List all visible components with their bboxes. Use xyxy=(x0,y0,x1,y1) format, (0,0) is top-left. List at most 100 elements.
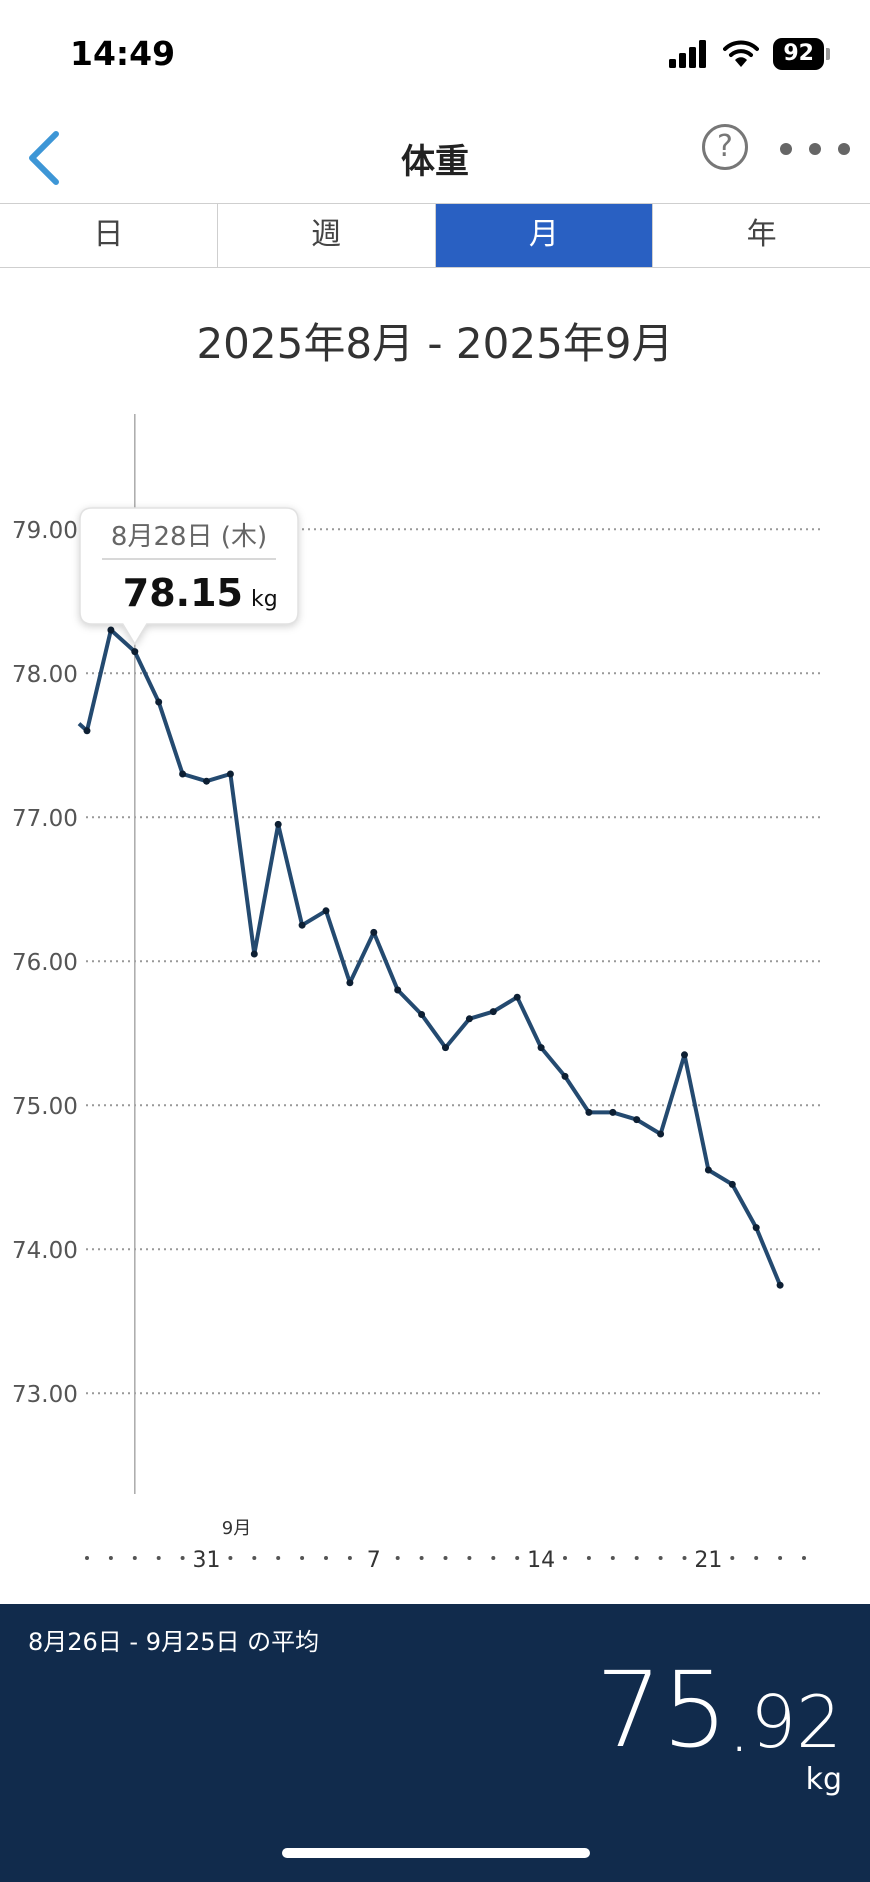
data-point xyxy=(179,770,187,778)
data-point xyxy=(346,979,354,987)
y-tick-label: 73.00 xyxy=(12,1382,78,1408)
average-value-dot: . xyxy=(728,1686,751,1768)
average-period-label: 8月26日 - 9月25日 の平均 xyxy=(28,1628,320,1656)
data-point xyxy=(226,770,234,778)
period-tabs: 日 週 月 年 xyxy=(0,204,870,268)
wifi-icon xyxy=(723,40,760,67)
data-point xyxy=(394,986,402,994)
x-tick-dot xyxy=(682,1556,687,1560)
date-range-title: 2025年8月 - 2025年9月 xyxy=(196,319,674,368)
x-tick-dot xyxy=(467,1556,472,1560)
x-tick-dot xyxy=(778,1556,783,1560)
average-unit: kg xyxy=(805,1762,842,1797)
x-tick-dot xyxy=(419,1556,424,1560)
x-tick-label: 14 xyxy=(527,1548,555,1573)
x-tick-dot xyxy=(754,1556,759,1560)
data-point xyxy=(370,928,378,936)
y-tick-label: 78.00 xyxy=(12,662,78,688)
y-tick-label: 74.00 xyxy=(12,1238,78,1264)
x-tick-dot xyxy=(802,1556,806,1560)
data-point xyxy=(203,777,210,785)
y-tick-label: 77.00 xyxy=(12,806,78,832)
tab-month[interactable]: 月 xyxy=(435,204,654,267)
y-tick-label: 79.00 xyxy=(12,518,78,544)
tooltip-unit: kg xyxy=(251,587,278,612)
x-tick-dot xyxy=(658,1556,663,1560)
x-tick-label: 31 xyxy=(193,1548,221,1573)
average-value-integer: 75 xyxy=(595,1649,729,1771)
data-point xyxy=(728,1180,736,1188)
x-tick-dot xyxy=(395,1556,400,1560)
data-points xyxy=(83,626,784,1289)
data-point xyxy=(776,1281,784,1289)
nav-bar: 体重 ? xyxy=(0,110,870,204)
data-point xyxy=(633,1116,641,1124)
x-tick-dot xyxy=(252,1556,257,1560)
x-axis-ticks: 31 7 14 21 9月 xyxy=(85,1518,806,1573)
data-point xyxy=(418,1010,426,1018)
x-tick-dot xyxy=(586,1556,591,1560)
data-point xyxy=(107,626,115,634)
status-bar: 14:49 92 xyxy=(0,0,870,110)
data-point xyxy=(513,993,521,1001)
battery-icon: 92 xyxy=(773,38,824,70)
data-point xyxy=(681,1051,688,1059)
tab-day[interactable]: 日 xyxy=(0,204,218,267)
more-dot-icon xyxy=(780,143,792,155)
y-axis-ticks: 79.00 78.00 77.00 76.00 75.00 74.00 73.00 xyxy=(12,518,78,1408)
x-tick-label: 7 xyxy=(367,1548,381,1573)
help-button[interactable]: ? xyxy=(702,124,748,170)
weight-line-chart[interactable]: 79.00 78.00 77.00 76.00 75.00 74.00 73.00 31 7 1… xyxy=(0,400,870,1590)
signal-icon xyxy=(669,40,707,68)
home-indicator[interactable] xyxy=(282,1848,590,1858)
question-icon: ? xyxy=(717,129,733,164)
tooltip: 8月28日 (木) 78.15 kg xyxy=(79,507,299,646)
data-point xyxy=(274,820,282,828)
x-tick-dot xyxy=(610,1556,615,1560)
x-tick-dot xyxy=(324,1556,328,1560)
average-value-decimal: 92 xyxy=(750,1680,842,1764)
data-point xyxy=(442,1044,449,1052)
average-summary-panel: 8月26日 - 9月25日 の平均 75 . 92 kg xyxy=(0,1604,870,1882)
y-tick-label: 75.00 xyxy=(12,1094,78,1120)
series-line xyxy=(77,628,782,1286)
more-dot-icon xyxy=(809,143,821,155)
data-point xyxy=(657,1130,665,1138)
back-button[interactable] xyxy=(18,120,78,190)
tooltip-date: 8月28日 (木) xyxy=(111,522,267,552)
data-point xyxy=(298,921,306,929)
data-point xyxy=(537,1044,545,1052)
data-point xyxy=(83,727,91,735)
page-title: 体重 xyxy=(401,142,469,182)
x-tick-dot xyxy=(108,1556,113,1560)
data-point xyxy=(585,1108,593,1116)
data-point xyxy=(131,648,139,656)
x-tick-dot xyxy=(276,1556,281,1560)
x-tick-dot xyxy=(563,1556,567,1560)
tab-year[interactable]: 年 xyxy=(746,217,777,252)
y-tick-label: 76.00 xyxy=(12,950,78,976)
average-value: 75 . 92 xyxy=(596,1658,842,1762)
data-point xyxy=(489,1008,497,1016)
status-icons: 92 xyxy=(669,38,830,70)
tab-week[interactable]: 週 xyxy=(218,204,436,267)
x-tick-dot xyxy=(132,1556,137,1560)
status-time: 14:49 xyxy=(70,34,176,73)
x-tick-dot xyxy=(85,1556,89,1560)
data-point xyxy=(465,1015,473,1023)
tooltip-box xyxy=(79,507,299,646)
data-point xyxy=(250,950,258,958)
x-tick-dot xyxy=(156,1556,161,1560)
data-point xyxy=(322,907,330,915)
x-tick-dot xyxy=(300,1556,305,1560)
x-tick-dot xyxy=(634,1556,639,1560)
x-tick-dot xyxy=(443,1556,448,1560)
tooltip-value: 78.15 xyxy=(123,571,243,615)
more-options-button[interactable] xyxy=(780,134,850,164)
month-label: 9月 xyxy=(222,1518,251,1539)
chevron-left-icon xyxy=(29,131,59,185)
data-point xyxy=(752,1224,760,1232)
x-tick-dot xyxy=(347,1556,352,1560)
x-tick-dot xyxy=(515,1556,520,1560)
data-point xyxy=(609,1108,617,1116)
